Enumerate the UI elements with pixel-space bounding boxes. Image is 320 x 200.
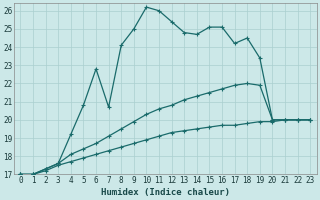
X-axis label: Humidex (Indice chaleur): Humidex (Indice chaleur) [101,188,230,197]
